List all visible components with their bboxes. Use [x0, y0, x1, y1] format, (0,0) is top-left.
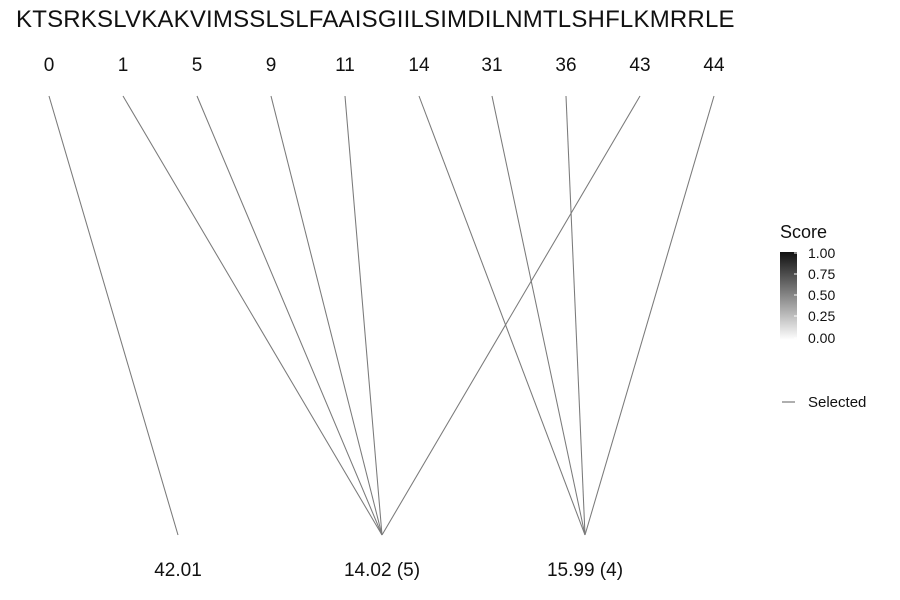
- connection-lines: [48, 95, 715, 536]
- position-label: 31: [481, 55, 502, 76]
- legend-score-ticks: 1.00 0.75 0.50 0.25 0.00: [794, 245, 835, 346]
- legend-score-title: Score: [780, 222, 827, 242]
- legend-score-tick-label: 0.25: [808, 308, 835, 324]
- connection-line: [491, 95, 586, 536]
- target-label: 15.99 (4): [547, 560, 623, 581]
- target-label: 42.01: [154, 560, 202, 581]
- position-label: 11: [335, 55, 355, 76]
- position-label: 44: [703, 55, 725, 76]
- legend: Score 1.00 0.75 0.50 0.25 0.00 Selected: [780, 222, 866, 411]
- position-label: 14: [408, 55, 430, 76]
- score-colorbar: [780, 252, 797, 340]
- legend-score-tick-label: 0.75: [808, 266, 835, 282]
- target-label: 14.02 (5): [344, 560, 420, 581]
- legend-score-tick-label: 0.00: [808, 330, 835, 346]
- connection-line: [418, 95, 586, 536]
- connection-line: [344, 95, 383, 536]
- selected-legend-label: Selected: [808, 394, 866, 411]
- legend-score-tick-label: 1.00: [808, 245, 835, 261]
- connection-line: [381, 95, 641, 536]
- connection-line: [196, 95, 383, 536]
- position-label: 1: [118, 55, 129, 76]
- target-labels: 42.01 14.02 (5) 15.99 (4): [154, 560, 623, 581]
- connection-line: [565, 95, 586, 536]
- position-label: 9: [266, 55, 277, 76]
- position-label: 5: [192, 55, 203, 76]
- connection-line: [48, 95, 179, 536]
- position-labels: 0 1 5 9 11 14 31 36 43 44: [44, 55, 725, 76]
- position-label: 0: [44, 55, 55, 76]
- legend-score-tick-label: 0.50: [808, 287, 835, 303]
- position-label: 36: [555, 55, 576, 76]
- connection-line: [270, 95, 383, 536]
- sequence-title: KTSRKSLVKAKVIMSSLSLFAAISGIILSIMDILNMTLSH…: [16, 6, 735, 33]
- connection-line: [122, 95, 383, 536]
- connection-line: [584, 95, 715, 536]
- position-label: 43: [629, 55, 650, 76]
